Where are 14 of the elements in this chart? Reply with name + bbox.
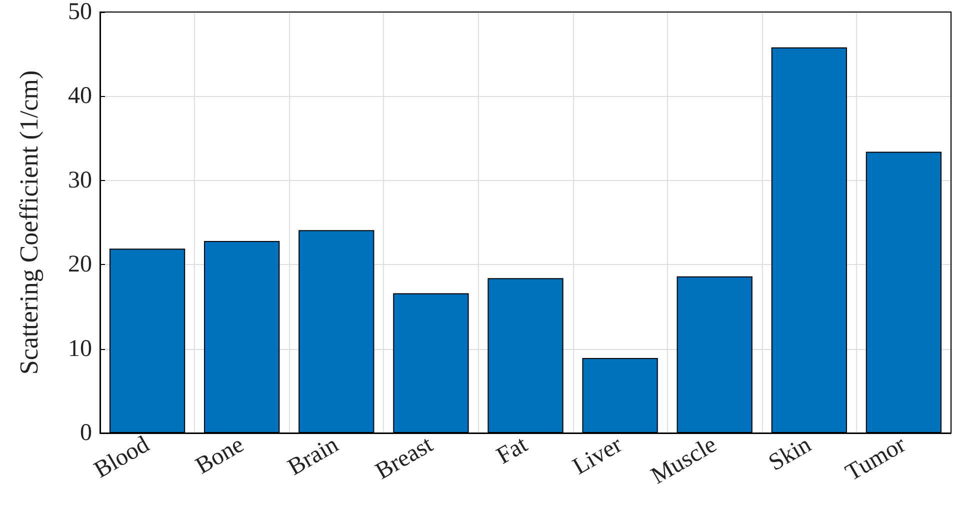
y-axis-title: Scattering Coefficient (1/cm) — [14, 70, 44, 375]
y-tick-label: 20 — [68, 252, 92, 278]
y-tick-label: 10 — [68, 336, 92, 362]
x-tick-label: Bone — [191, 432, 248, 480]
x-tick-label: Breast — [371, 432, 438, 485]
y-tick-label: 0 — [80, 420, 92, 446]
x-tick-label: Liver — [568, 432, 627, 480]
y-tick-label: 30 — [68, 167, 92, 194]
y-tick-label: 50 — [68, 0, 92, 25]
x-tick-label: Tumor — [841, 432, 910, 486]
y-tick-label: 40 — [68, 83, 92, 110]
x-tick-label: Fat — [492, 432, 532, 470]
x-tick-label: Brain — [284, 432, 343, 481]
x-tick-label: Skin — [764, 432, 816, 476]
